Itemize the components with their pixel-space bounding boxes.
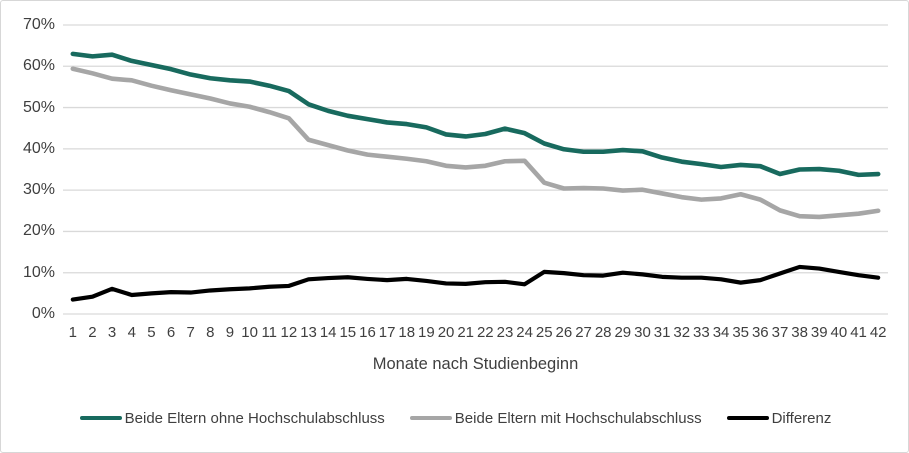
x-axis-tick-label: 14 xyxy=(319,324,337,341)
x-axis-tick-label: 35 xyxy=(732,324,750,341)
x-axis-tick-label: 38 xyxy=(791,324,808,341)
x-axis-tick-label: 22 xyxy=(476,324,494,341)
x-axis-tick-label: 13 xyxy=(300,324,317,341)
x-axis-tick-label: 9 xyxy=(225,324,235,341)
x-axis-tick-label: 5 xyxy=(147,324,156,341)
x-axis-tick-label: 6 xyxy=(166,324,176,341)
legend: Beide Eltern ohne Hochschulabschluss Bei… xyxy=(1,403,908,433)
x-axis-tick-label: 25 xyxy=(535,324,553,341)
x-axis-tick-label: 2 xyxy=(88,324,97,341)
x-axis-tick-label: 4 xyxy=(127,324,136,341)
x-axis-tick-label: 33 xyxy=(693,324,710,341)
y-axis-tick-label: 70% xyxy=(22,16,55,33)
y-axis-tick-label: 60% xyxy=(22,57,55,75)
x-axis-tick-label: 15 xyxy=(339,324,357,341)
y-axis-tick-label: 50% xyxy=(22,98,55,116)
x-axis-tick-label: 23 xyxy=(496,324,514,341)
x-axis-tick-label: 21 xyxy=(457,324,475,341)
x-axis-tick-label: 42 xyxy=(869,324,887,341)
x-axis-tick-label: 31 xyxy=(653,324,671,341)
x-axis-tick-label: 29 xyxy=(614,324,632,341)
x-axis-tick-label: 27 xyxy=(575,324,592,341)
x-axis-tick-label: 3 xyxy=(107,324,117,341)
y-axis-tick-label: 40% xyxy=(22,139,55,157)
y-axis-tick-label: 20% xyxy=(22,222,55,240)
legend-line-swatch-teal xyxy=(79,415,122,421)
legend-label: Differenz xyxy=(771,409,832,427)
legend-label: Beide Eltern mit Hochschulabschluss xyxy=(454,409,702,427)
legend-item-differenz: Differenz xyxy=(726,409,832,427)
x-axis-tick-label: 17 xyxy=(378,324,396,341)
series-line-3 xyxy=(70,264,881,302)
series-line-1 xyxy=(70,51,881,178)
y-axis-tick-label: 10% xyxy=(22,263,55,281)
x-axis-tick-label: 37 xyxy=(771,324,789,341)
x-axis-tick-label: 36 xyxy=(751,324,769,341)
x-axis-tick-label: 12 xyxy=(280,324,298,341)
x-axis-tick-label: 41 xyxy=(850,324,867,341)
x-axis-tick-label: 7 xyxy=(186,324,195,341)
x-axis-tick-label: 10 xyxy=(241,324,258,341)
x-axis-tick-label: 39 xyxy=(810,324,828,341)
x-axis-tick-label: 34 xyxy=(712,324,730,341)
x-axis-tick-label: 18 xyxy=(398,324,416,341)
x-axis-tick-label: 20 xyxy=(437,324,455,341)
x-axis-tick-label: 24 xyxy=(516,324,533,341)
x-axis-tick-label: 11 xyxy=(261,324,278,341)
series-line-2 xyxy=(70,66,881,220)
x-axis-tick-label: 40 xyxy=(830,324,848,341)
x-axis-tick-label: 16 xyxy=(359,324,376,341)
legend-line-swatch-black xyxy=(726,415,769,421)
x-axis-tick-label: 28 xyxy=(594,324,612,341)
legend-label: Beide Eltern ohne Hochschulabschluss xyxy=(124,409,385,427)
y-axis-tick-label: 0% xyxy=(31,305,55,322)
legend-line-swatch-gray xyxy=(409,415,452,421)
x-axis-tick-label: 32 xyxy=(673,324,691,341)
x-axis-tick-label: 26 xyxy=(555,324,573,341)
y-axis-tick-label: 30% xyxy=(22,181,55,199)
x-axis-tick-label: 1 xyxy=(68,324,77,341)
x-axis-tick-label: 8 xyxy=(206,324,215,341)
legend-item-mit-hochschulabschluss: Beide Eltern mit Hochschulabschluss xyxy=(409,409,702,427)
x-axis-title: Monate nach Studienbeginn xyxy=(372,355,579,373)
x-axis-tick-label: 30 xyxy=(634,324,651,341)
legend-item-ohne-hochschulabschluss: Beide Eltern ohne Hochschulabschluss xyxy=(79,409,385,427)
x-axis-tick-label: 19 xyxy=(418,324,435,341)
